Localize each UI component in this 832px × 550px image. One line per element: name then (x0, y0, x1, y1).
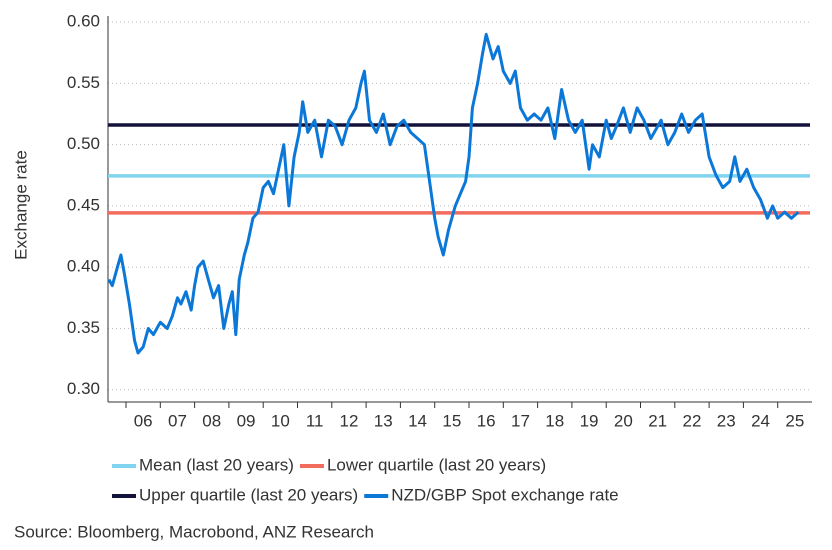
x-tick-label: 14 (408, 411, 427, 430)
x-tick-label: 21 (648, 411, 667, 430)
legend-label: NZD/GBP Spot exchange rate (391, 485, 618, 504)
x-tick-label: 07 (168, 411, 187, 430)
legend-label: Lower quartile (last 20 years) (327, 455, 546, 474)
x-tick-label: 10 (271, 411, 290, 430)
legend-label: Upper quartile (last 20 years) (139, 485, 358, 504)
y-tick-label: 0.35 (67, 318, 100, 337)
x-tick-label: 15 (442, 411, 461, 430)
y-tick-label: 0.50 (67, 134, 100, 153)
x-tick-label: 11 (306, 411, 324, 430)
x-tick-label: 12 (339, 411, 358, 430)
x-tick-label: 19 (580, 411, 599, 430)
x-tick-label: 18 (545, 411, 564, 430)
x-tick-label: 23 (717, 411, 736, 430)
x-tick-label: 06 (134, 411, 153, 430)
x-tick-label: 17 (511, 411, 530, 430)
source-note: Source: Bloomberg, Macrobond, ANZ Resear… (14, 522, 374, 541)
y-tick-label: 0.30 (67, 379, 100, 398)
x-tick-label: 09 (237, 411, 256, 430)
y-tick-label: 0.45 (67, 195, 100, 214)
series-line (107, 32, 800, 355)
x-tick-label: 24 (751, 411, 770, 430)
x-tick-label: 22 (682, 411, 701, 430)
x-tick-label: 13 (374, 411, 393, 430)
x-tick-label: 20 (614, 411, 633, 430)
y-tick-label: 0.40 (67, 257, 100, 276)
y-tick-label: 0.55 (67, 73, 100, 92)
x-tick-label: 16 (477, 411, 496, 430)
x-tick-label: 08 (202, 411, 221, 430)
x-tick-label: 25 (785, 411, 804, 430)
y-tick-label: 0.60 (67, 12, 100, 31)
legend-label: Mean (last 20 years) (139, 455, 294, 474)
y-axis-label: Exchange rate (11, 150, 30, 260)
